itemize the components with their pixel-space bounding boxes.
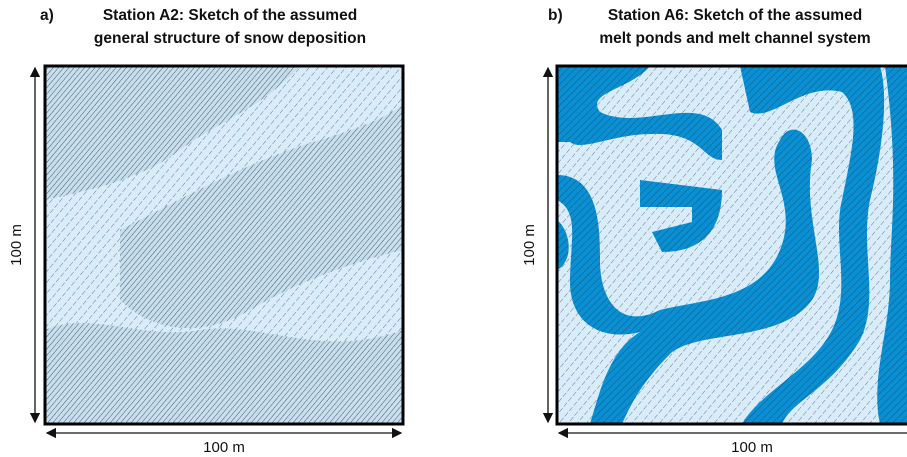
panel-label: b)	[548, 7, 563, 24]
y-dimension-label: 100 m	[8, 224, 25, 266]
panel-title: Station A6: Sketch of the assumed	[608, 7, 862, 24]
panel-title: melt ponds and melt channel system	[599, 30, 870, 47]
y-dimension-label: 100 m	[521, 224, 538, 266]
x-dimension-label: 100 m	[203, 439, 245, 456]
panel-label: a)	[40, 7, 54, 24]
panel-frame	[555, 64, 907, 426]
panel-title: Station A2: Sketch of the assumed	[103, 7, 357, 24]
panel-b: b) Station A6: Sketch of the assumed mel…	[521, 7, 907, 456]
snow-deposition	[45, 66, 403, 424]
panel-a: a) Station A2: Sketch of the assumed gen…	[8, 7, 405, 456]
x-dimension-label: 100 m	[731, 439, 773, 456]
pond-map	[557, 66, 907, 424]
panel-title: general structure of snow deposition	[94, 30, 366, 47]
panel-frame	[43, 64, 405, 426]
melt-ponds	[557, 66, 907, 424]
